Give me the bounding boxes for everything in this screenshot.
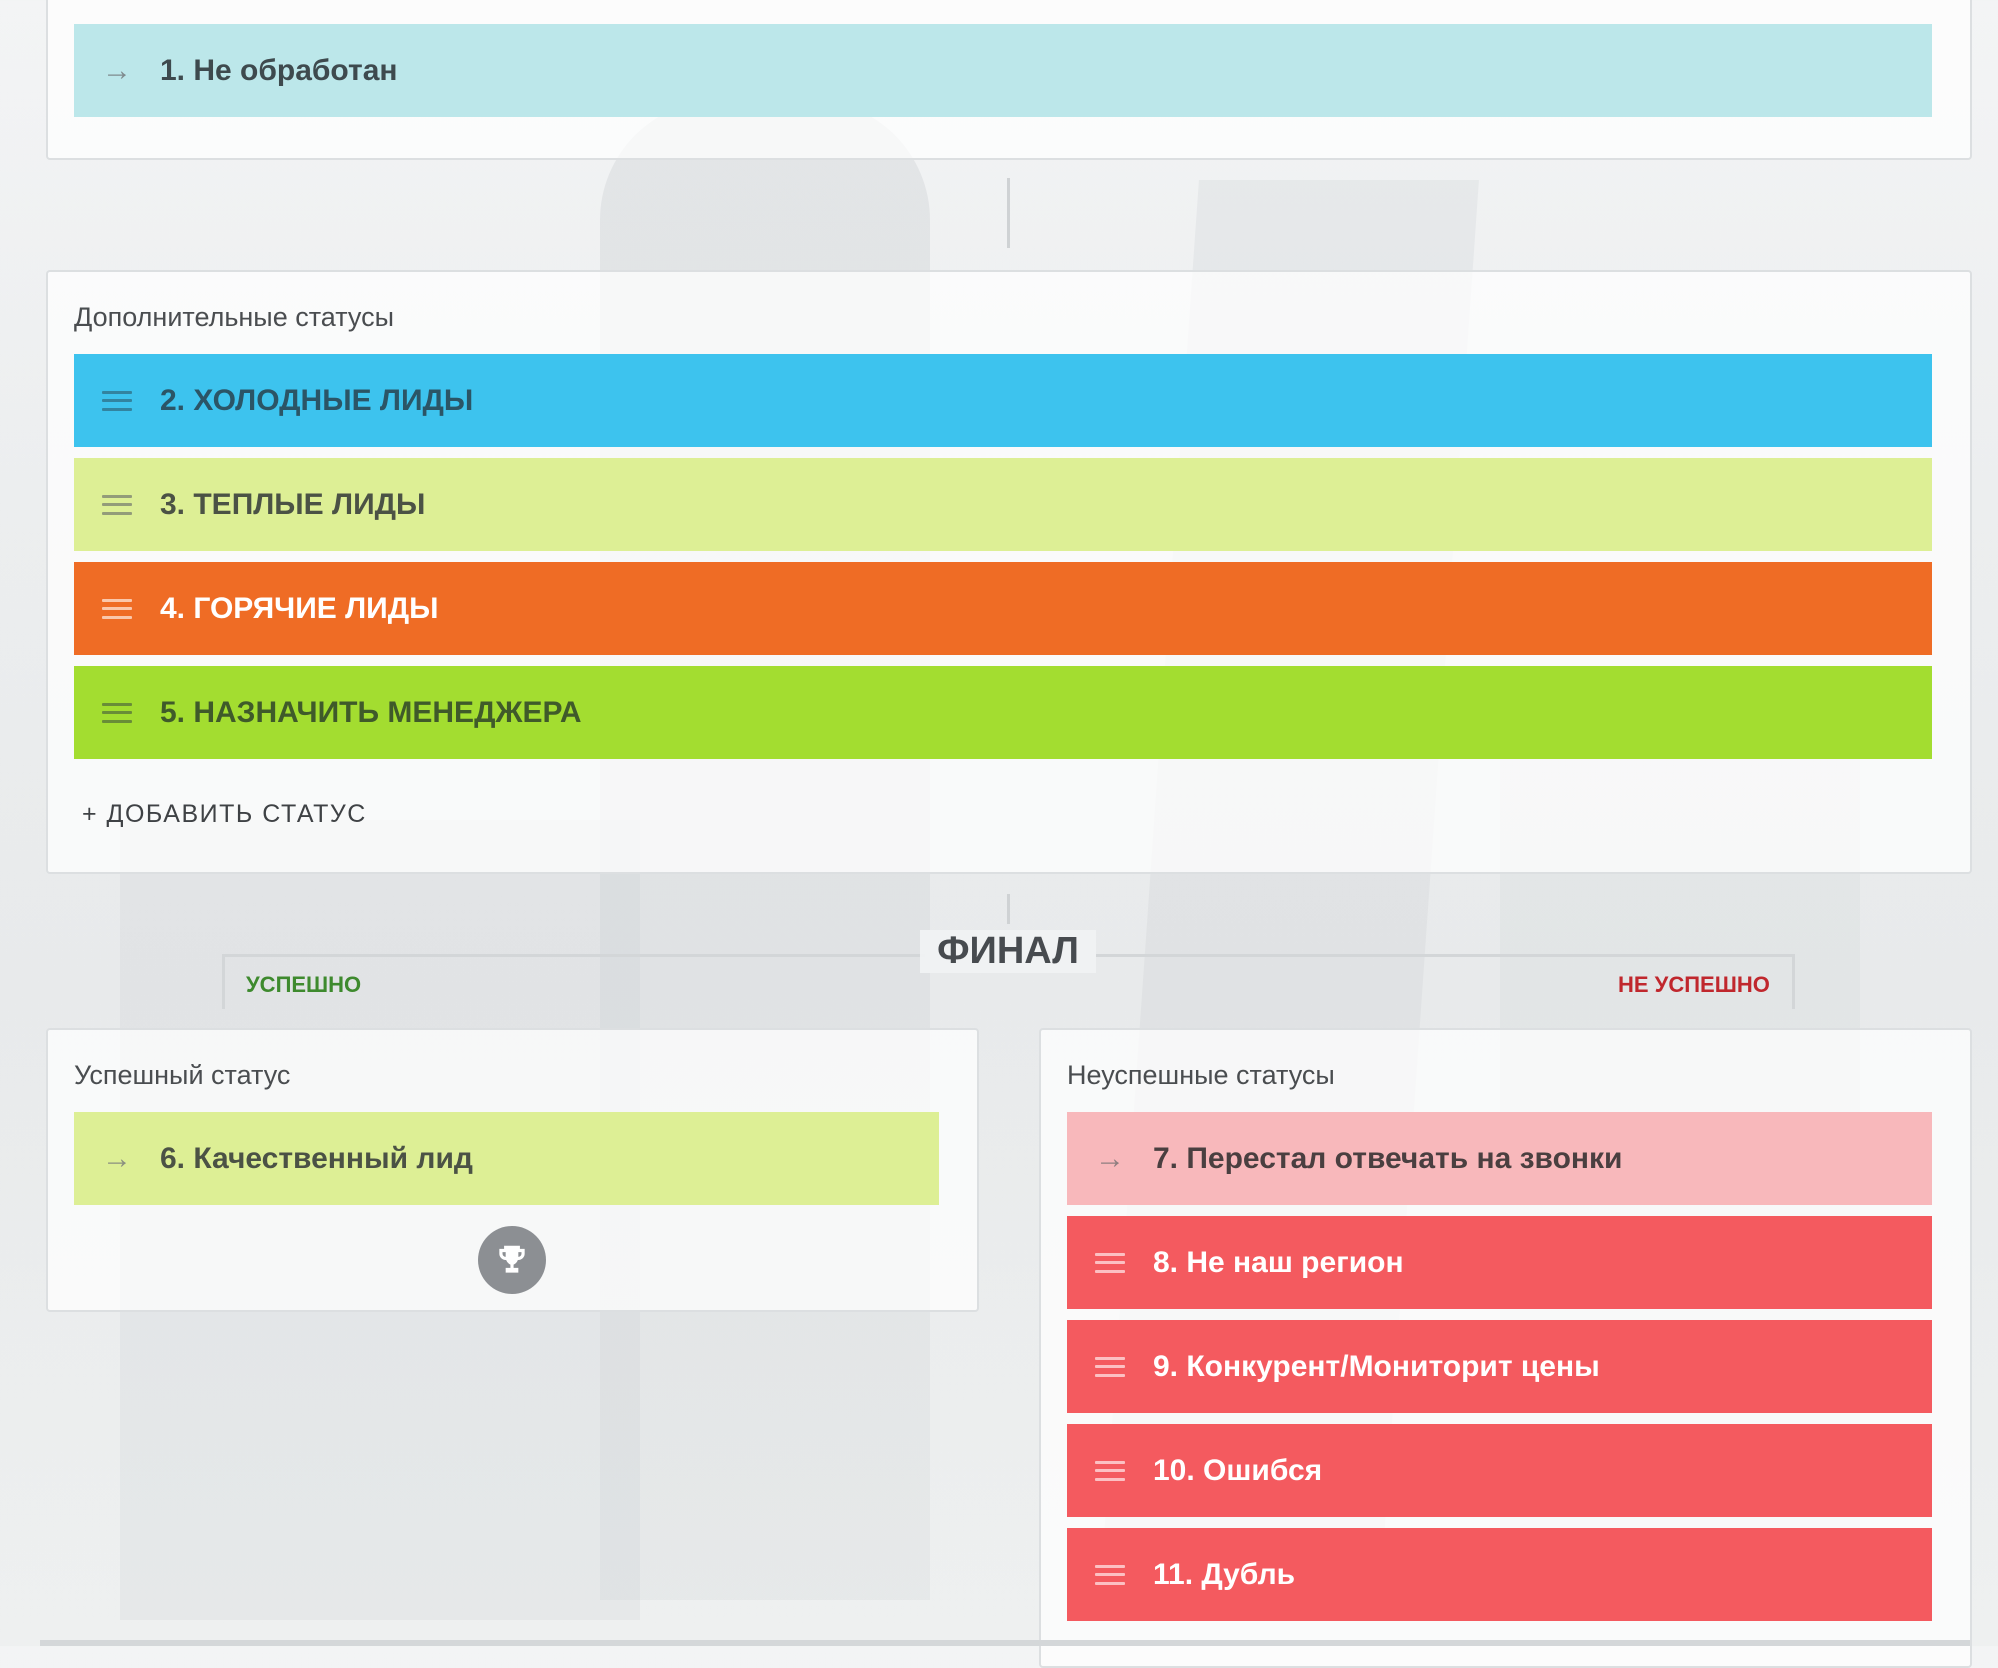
drag-handle-icon[interactable] xyxy=(74,390,160,411)
success-title: Успешный статус xyxy=(74,1060,291,1090)
drag-handle-icon[interactable] xyxy=(1067,1252,1153,1273)
status-label: 7. Перестал отвечать на звонки xyxy=(1153,1141,1623,1175)
drag-handle-icon[interactable] xyxy=(74,702,160,723)
page-bottom-edge xyxy=(40,1640,1970,1646)
status-label: 11. Дубль xyxy=(1153,1557,1296,1591)
status-label: 9. Конкурент/Мониторит цены xyxy=(1153,1349,1600,1383)
drag-handle-icon[interactable] xyxy=(74,494,160,515)
trophy-icon xyxy=(478,1226,546,1294)
arrow-right-icon: → xyxy=(1095,1141,1125,1175)
stage-connector xyxy=(1007,178,1010,248)
status-hot-leads[interactable]: 4. ГОРЯЧИЕ ЛИДЫ xyxy=(74,562,1932,655)
status-label: 6. Качественный лид xyxy=(160,1141,473,1175)
drag-handle-icon[interactable] xyxy=(1067,1356,1153,1377)
add-status-button[interactable]: + ДОБАВИТЬ СТАТУС xyxy=(82,800,367,828)
status-qualified-lead[interactable]: → 6. Качественный лид xyxy=(74,1112,939,1205)
success-tag: УСПЕШНО xyxy=(246,972,362,997)
status-mistake[interactable]: 10. Ошибся xyxy=(1067,1424,1932,1517)
status-label: 1. Не обработан xyxy=(160,53,398,87)
drag-handle-icon[interactable] xyxy=(1067,1564,1153,1585)
fail-tag: НЕ УСПЕШНО xyxy=(1618,972,1770,997)
status-label: 10. Ошибся xyxy=(1153,1453,1323,1487)
status-label: 3. ТЕПЛЫЕ ЛИДЫ xyxy=(160,487,426,521)
arrow-right-icon: → xyxy=(102,1141,132,1175)
status-label: 8. Не наш регион xyxy=(1153,1245,1404,1279)
stage-connector xyxy=(1007,894,1010,924)
status-assign-manager[interactable]: 5. НАЗНАЧИТЬ МЕНЕДЖЕРА xyxy=(74,666,1932,759)
status-label: 2. ХОЛОДНЫЕ ЛИДЫ xyxy=(160,383,474,417)
arrow-right-icon: → xyxy=(102,53,132,87)
additional-statuses-title: Дополнительные статусы xyxy=(74,302,394,332)
status-warm-leads[interactable]: 3. ТЕПЛЫЕ ЛИДЫ xyxy=(74,458,1932,551)
drag-handle-icon[interactable] xyxy=(74,598,160,619)
status-label: 5. НАЗНАЧИТЬ МЕНЕДЖЕРА xyxy=(160,695,582,729)
drag-handle-icon[interactable] xyxy=(1067,1460,1153,1481)
status-cold-leads[interactable]: 2. ХОЛОДНЫЕ ЛИДЫ xyxy=(74,354,1932,447)
fail-title: Неуспешные статусы xyxy=(1067,1060,1335,1090)
final-bracket-right xyxy=(1096,954,1795,1009)
status-duplicate[interactable]: 11. Дубль xyxy=(1067,1528,1932,1621)
status-competitor[interactable]: 9. Конкурент/Мониторит цены xyxy=(1067,1320,1932,1413)
status-unprocessed[interactable]: → 1. Не обработан xyxy=(74,24,1932,117)
final-bracket-left xyxy=(222,954,925,1009)
status-label: 4. ГОРЯЧИЕ ЛИДЫ xyxy=(160,591,439,625)
final-title: ФИНАЛ xyxy=(920,930,1096,973)
status-stopped-answering[interactable]: → 7. Перестал отвечать на звонки xyxy=(1067,1112,1932,1205)
status-wrong-region[interactable]: 8. Не наш регион xyxy=(1067,1216,1932,1309)
